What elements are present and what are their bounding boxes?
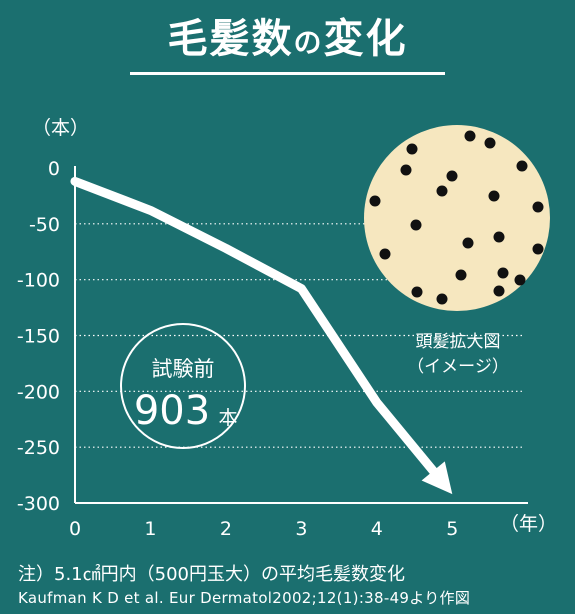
scalp-inset: 頭髪拡大図 （イメージ） <box>364 125 550 377</box>
hair-dot <box>493 285 505 297</box>
hair-dot <box>516 160 528 172</box>
x-tick-label: 2 <box>220 518 232 540</box>
x-tick-label: 5 <box>446 518 458 540</box>
hair-dot <box>411 286 423 298</box>
x-tick-labels: 0 1 2 3 4 5 <box>69 518 458 540</box>
x-tick-label: 0 <box>69 518 81 540</box>
x-axis-label: （年） <box>500 513 557 535</box>
baseline-value: 903 <box>134 388 210 434</box>
hair-dot <box>464 130 476 142</box>
series-arrowhead <box>421 461 453 495</box>
series-group <box>70 176 453 495</box>
hair-dot <box>410 219 422 231</box>
inset-label: 頭髪拡大図 <box>416 332 501 352</box>
hair-dot <box>514 274 526 286</box>
hair-dot <box>462 237 474 249</box>
y-tick-label: -50 <box>29 214 60 236</box>
hair-dots <box>369 130 544 305</box>
hair-dot <box>532 201 544 213</box>
y-tick-label: -200 <box>17 381 60 403</box>
hair-dot <box>400 164 412 176</box>
y-axis-label: （本） <box>32 117 89 139</box>
title-tail: 変化 <box>323 16 408 62</box>
footnote: 注）5.1㎠円内（500円玉大）の平均毛髪数変化 <box>18 564 405 585</box>
y-tick-label: -250 <box>17 437 60 459</box>
y-tick-label: -100 <box>17 270 60 292</box>
baseline-unit: 本 <box>218 407 237 429</box>
source-citation: Kaufman K D et al. Eur Dermatol2002;12(1… <box>18 589 471 607</box>
inset-sublabel: （イメージ） <box>407 357 509 377</box>
hair-dot <box>379 248 391 260</box>
hair-dot <box>406 143 418 155</box>
chart-title: 毛髪数の変化 <box>0 6 575 64</box>
x-tick-label: 4 <box>371 518 383 540</box>
hair-dot <box>455 269 467 281</box>
title-main: 毛髪数 <box>167 16 294 62</box>
hair-dot <box>446 170 458 182</box>
hair-dot <box>532 243 544 255</box>
hair-dot <box>493 231 505 243</box>
hair-dot <box>436 185 448 197</box>
hair-dot <box>488 190 500 202</box>
axes <box>74 166 528 504</box>
y-tick-label: -150 <box>17 326 60 348</box>
series-line <box>70 176 438 476</box>
y-tick-labels: 0 -50 -100 -150 -200 -250 -300 <box>17 158 60 515</box>
hair-dot <box>436 293 448 305</box>
baseline-badge: 試験前 903 本 <box>120 323 246 449</box>
x-tick-label: 3 <box>295 518 307 540</box>
y-tick-label: 0 <box>48 158 60 180</box>
title-underline <box>130 72 445 75</box>
baseline-label: 試験前 <box>152 357 215 381</box>
baseline-circle <box>120 323 246 449</box>
title-particle: の <box>293 26 324 59</box>
hair-dot <box>369 195 381 207</box>
hair-dot <box>484 137 496 149</box>
y-tick-label: -300 <box>17 493 60 515</box>
x-tick-label: 1 <box>144 518 156 540</box>
hair-dot <box>497 267 509 279</box>
